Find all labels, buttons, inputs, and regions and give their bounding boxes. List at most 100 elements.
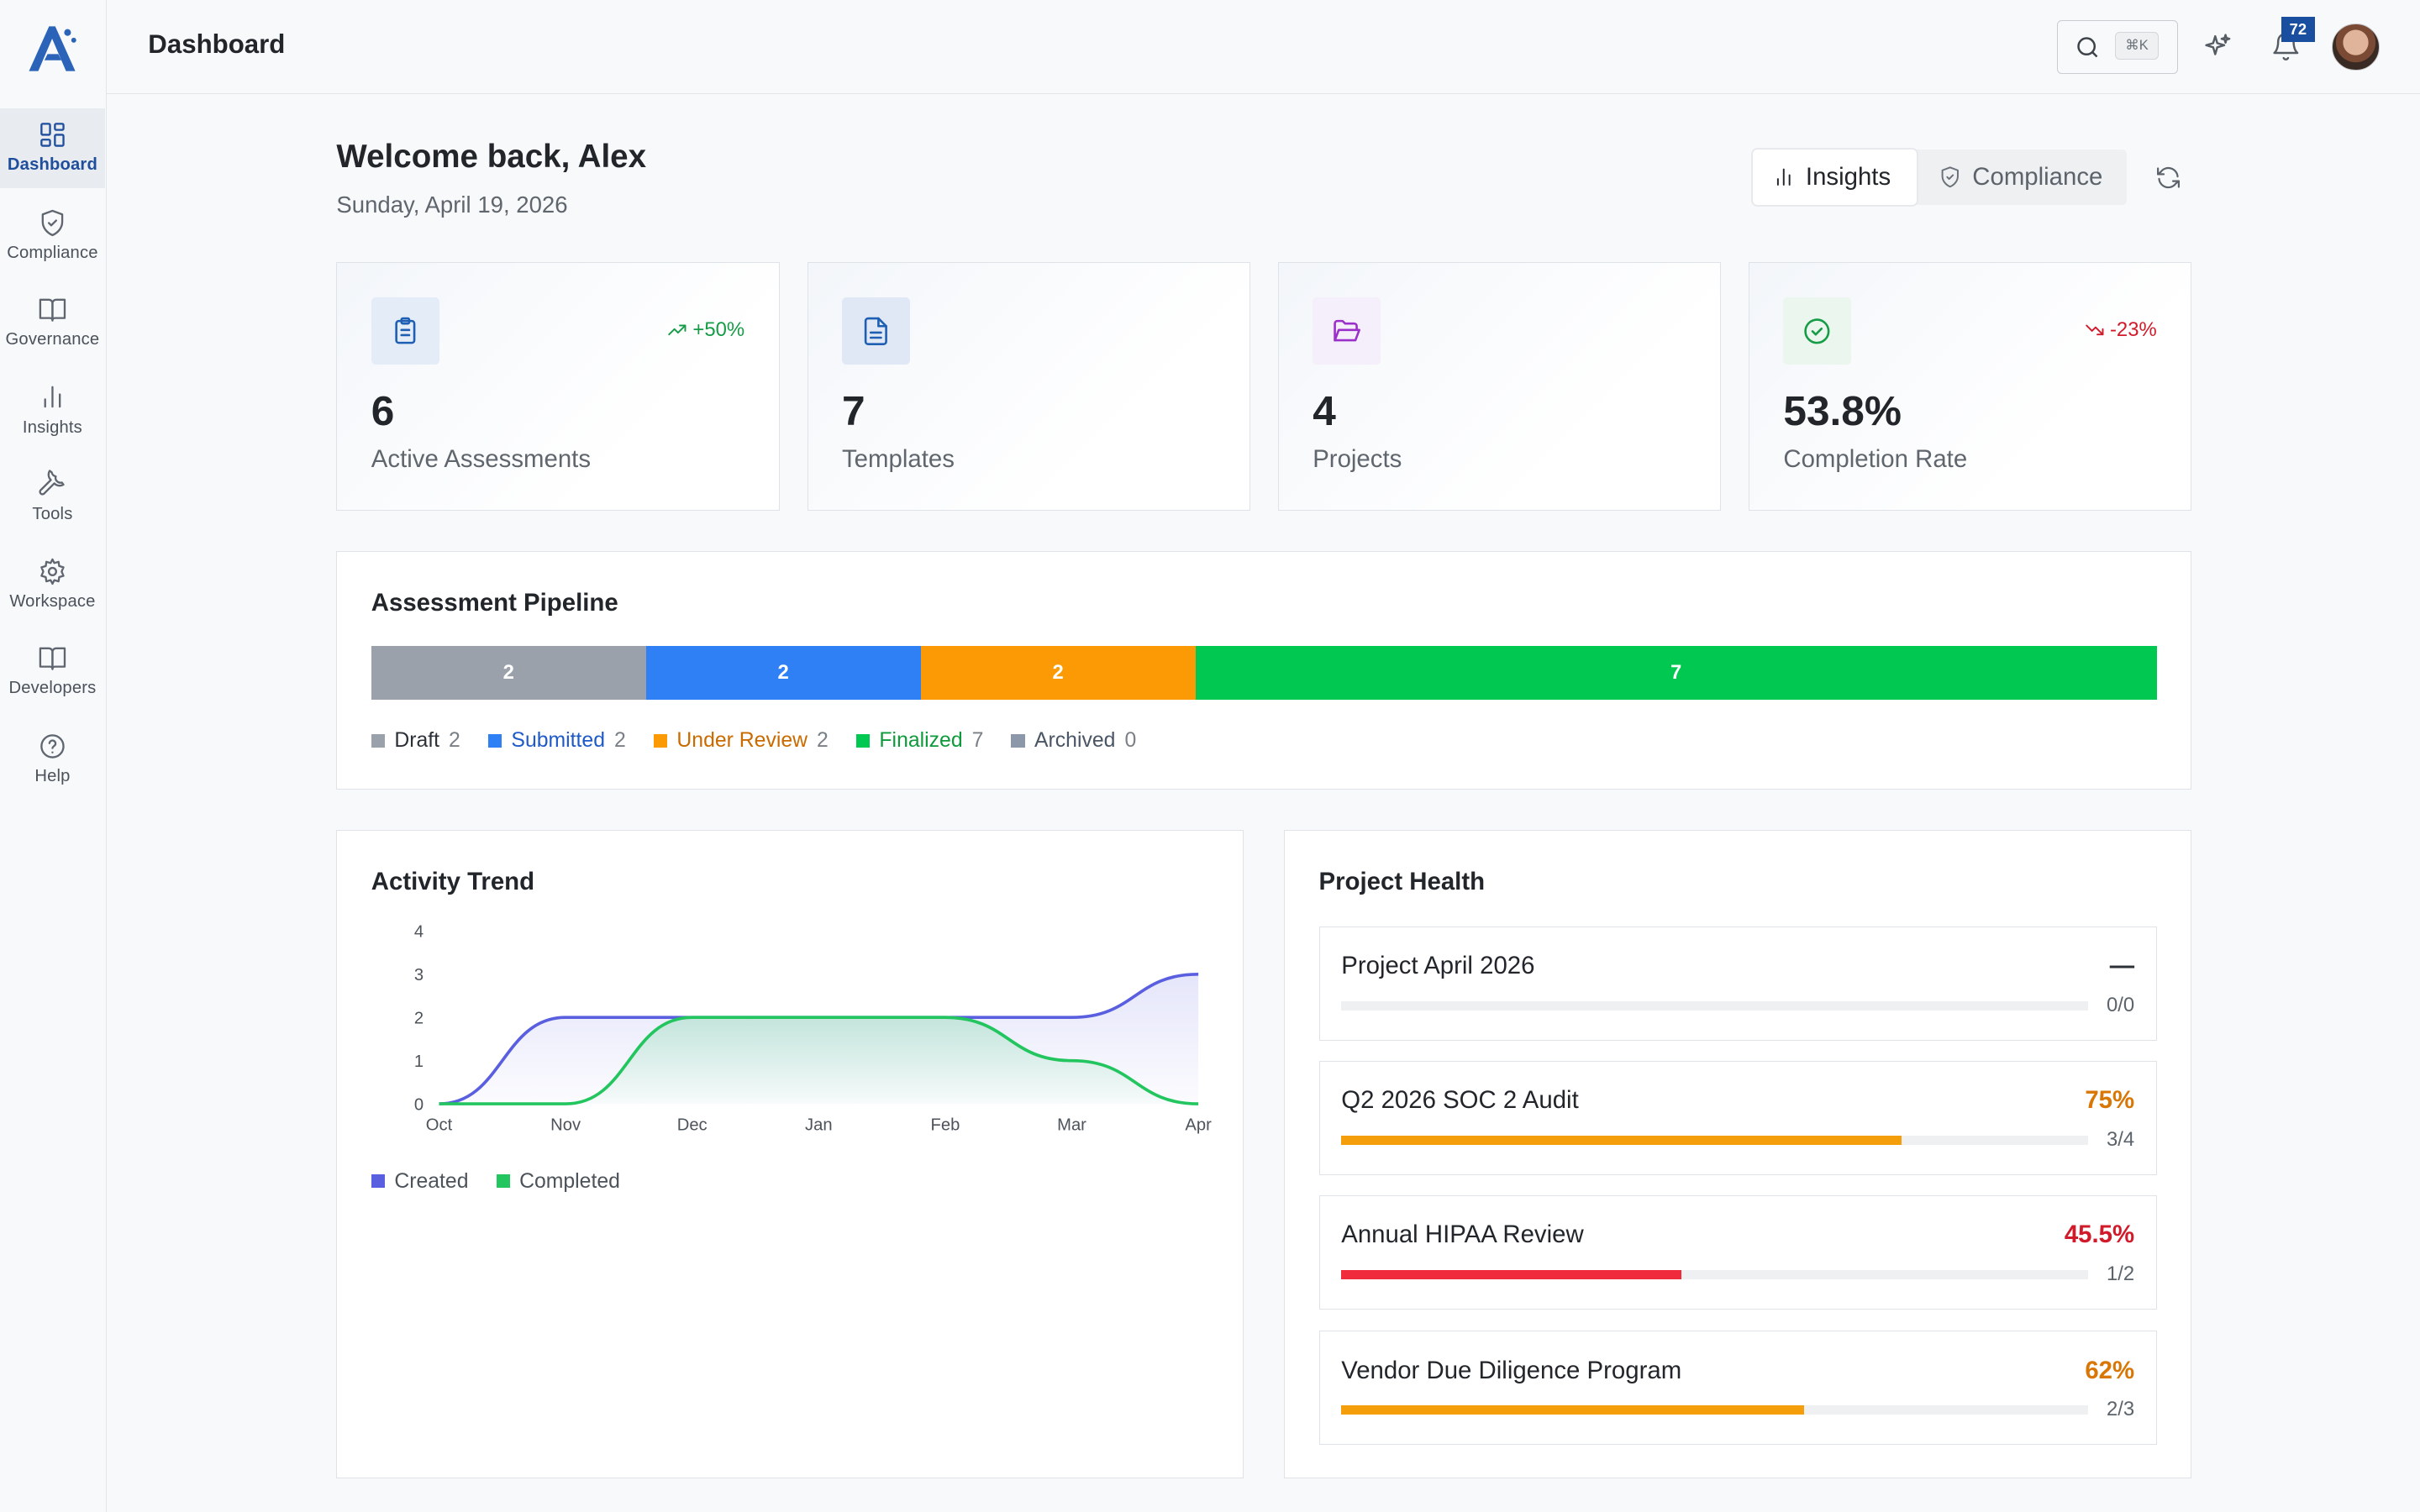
- sidebar-item-governance[interactable]: Governance: [0, 282, 105, 363]
- project-health-panel: Project Health Project April 2026 — 0/0 Q2 …: [1284, 830, 2192, 1478]
- sidebar-item-label: Help: [34, 766, 71, 785]
- progress-fill: [1341, 1405, 1805, 1415]
- progress-track: [1341, 1135, 2089, 1145]
- pipeline-legend-item[interactable]: Archived 0: [1011, 729, 1136, 753]
- project-percent: —: [2109, 952, 2135, 980]
- stat-value: 7: [842, 387, 865, 435]
- pipeline-title: Assessment Pipeline: [371, 588, 618, 617]
- legend-count: 2: [449, 728, 460, 752]
- stat-value: 4: [1313, 387, 1336, 435]
- user-avatar[interactable]: [2332, 23, 2381, 71]
- project-health-card[interactable]: Q2 2026 SOC 2 Audit 75% 3/4: [1318, 1060, 2157, 1175]
- legend-count: 2: [817, 728, 829, 752]
- pipeline-segment-draft[interactable]: 2: [371, 645, 646, 700]
- activity-title: Activity Trend: [371, 868, 535, 896]
- stat-trend: +50%: [666, 318, 744, 342]
- y-tick-label: 3: [414, 966, 424, 984]
- trending-up-icon: [668, 325, 687, 336]
- project-health-card[interactable]: Vendor Due Diligence Program 62% 2/3: [1318, 1331, 2157, 1446]
- pipeline-segment-submitted[interactable]: 2: [645, 645, 921, 700]
- sidebar-item-developers[interactable]: Developers: [0, 631, 105, 711]
- project-count: 2/3: [2106, 1398, 2135, 1421]
- help-circle-icon: [40, 733, 65, 759]
- compliance-view-button[interactable]: Compliance: [1920, 150, 2127, 205]
- legend-count: 7: [971, 728, 984, 752]
- welcome-heading: Welcome back, Alex: [336, 139, 647, 176]
- search-shortcut: ⌘K: [2115, 31, 2159, 60]
- sidebar: Dashboard Compliance Governance Insights…: [0, 0, 107, 1512]
- pipeline-legend: Draft 2 Submitted 2 Under Review 2 Finalized 7 A…: [371, 729, 1136, 753]
- stat-card-projects[interactable]: 4 Projects: [1277, 262, 1721, 511]
- shield-check-icon: [1941, 166, 1959, 188]
- legend-count: 2: [614, 728, 626, 752]
- legend-completed: Completed: [496, 1170, 620, 1194]
- stat-value: 6: [371, 387, 395, 435]
- pipeline-segment-under-review[interactable]: 2: [920, 645, 1196, 700]
- legend-swatch: [855, 733, 871, 748]
- project-health-card[interactable]: Project April 2026 — 0/0: [1318, 927, 2157, 1041]
- pipeline-segment-finalized[interactable]: 7: [1195, 645, 2157, 700]
- y-tick-label: 1: [414, 1053, 424, 1071]
- legend-label: Submitted: [511, 728, 605, 752]
- search-button[interactable]: ⌘K: [2057, 19, 2178, 75]
- y-tick-label: 2: [414, 1010, 424, 1028]
- gear-icon: [40, 558, 65, 585]
- book-open-icon: [39, 298, 66, 322]
- trending-down-icon: [2086, 325, 2104, 336]
- project-count: 1/2: [2106, 1262, 2135, 1285]
- legend-label: Archived: [1034, 728, 1116, 752]
- legend-swatch: [371, 733, 386, 748]
- x-tick-label: Feb: [931, 1116, 960, 1134]
- sidebar-item-label: Governance: [5, 330, 100, 349]
- sidebar-item-workspace[interactable]: Workspace: [0, 544, 105, 625]
- stat-card-completion-rate[interactable]: -23% 53.8% Completion Rate: [1748, 262, 2192, 511]
- series-line-completed: [439, 1016, 1199, 1106]
- shield-check-icon: [41, 209, 64, 237]
- sidebar-item-label: Tools: [32, 504, 73, 523]
- app-logo[interactable]: [24, 20, 80, 76]
- sidebar-item-dashboard[interactable]: Dashboard: [0, 108, 105, 189]
- sidebar-item-compliance[interactable]: Compliance: [0, 196, 105, 276]
- project-percent: 75%: [2085, 1086, 2135, 1115]
- ai-sparkle-button[interactable]: [2202, 31, 2233, 62]
- stat-label: Templates: [842, 444, 955, 473]
- activity-trend-panel: Activity Trend 0 1 2 3 4 Oct Nov Dec Jan Feb Mar Ap…: [336, 830, 1244, 1478]
- pipeline-legend-item[interactable]: Submitted 2: [487, 728, 626, 753]
- sidebar-item-help[interactable]: Help: [0, 719, 105, 800]
- notification-count-badge: 72: [2281, 17, 2316, 42]
- project-name: Q2 2026 SOC 2 Audit: [1341, 1086, 1579, 1115]
- refresh-button[interactable]: [2154, 164, 2182, 192]
- stat-card-templates[interactable]: 7 Templates: [807, 262, 1250, 511]
- refresh-icon: [2157, 166, 2181, 188]
- sidebar-item-tools[interactable]: Tools: [0, 457, 105, 538]
- stat-label: Active Assessments: [371, 444, 592, 473]
- stat-card-active-assessments[interactable]: +50% 6 Active Assessments: [336, 262, 780, 511]
- project-health-title: Project Health: [1318, 868, 1486, 896]
- wrench-icon: [39, 470, 65, 496]
- sidebar-item-insights[interactable]: Insights: [0, 370, 105, 451]
- sidebar-item-label: Compliance: [7, 244, 98, 263]
- insights-view-label: Insights: [1805, 163, 1891, 192]
- project-count: 3/4: [2106, 1127, 2135, 1151]
- legend-swatch: [1011, 733, 1025, 748]
- chart-legend: Created Completed: [371, 1170, 620, 1194]
- legend-label: Draft: [394, 728, 440, 752]
- x-tick-label: Oct: [426, 1116, 453, 1134]
- insights-view-button[interactable]: Insights: [1753, 150, 1918, 206]
- stat-trend-value: -23%: [2109, 318, 2157, 342]
- search-icon: [2076, 36, 2098, 57]
- project-health-card[interactable]: Annual HIPAA Review 45.5% 1/2: [1318, 1194, 2157, 1310]
- bar-chart-icon: [1776, 169, 1791, 186]
- progress-fill: [1341, 1269, 1681, 1279]
- legend-label: Under Review: [676, 728, 808, 752]
- sparkle-icon: [2205, 34, 2231, 55]
- book-icon: [39, 647, 66, 670]
- pipeline-legend-item[interactable]: Draft 2: [371, 729, 460, 753]
- legend-label: Finalized: [879, 728, 963, 752]
- pipeline-legend-item[interactable]: Finalized 7: [855, 728, 984, 753]
- top-bar: Dashboard ⌘K 72: [106, 0, 2420, 95]
- current-date: Sunday, April 19, 2026: [336, 191, 568, 218]
- pipeline-legend-item[interactable]: Under Review 2: [653, 728, 829, 753]
- progress-track: [1341, 1001, 2089, 1011]
